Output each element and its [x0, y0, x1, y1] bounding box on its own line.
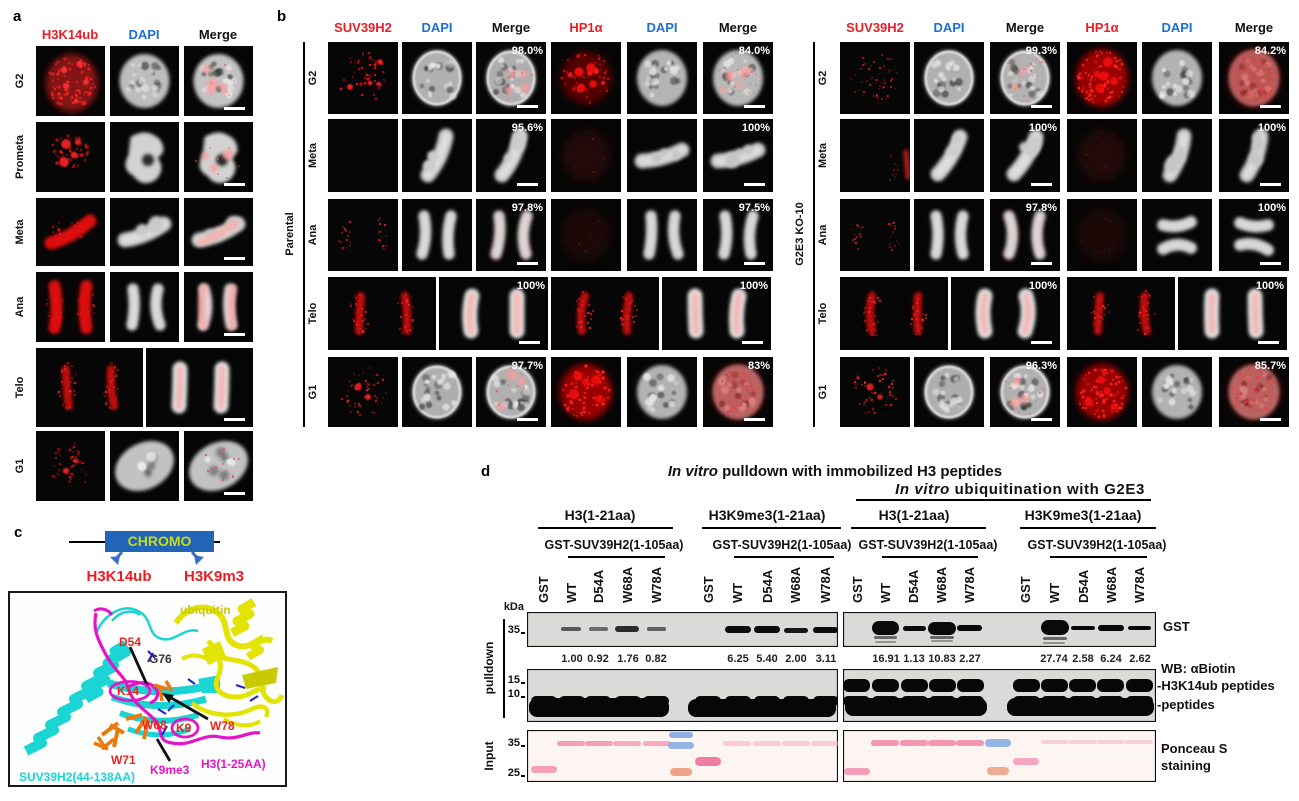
- svg-text:83%: 83%: [748, 360, 770, 372]
- svg-text:K9me3: K9me3: [150, 763, 190, 777]
- svg-text:K14: K14: [117, 684, 139, 698]
- svg-text:97.8%: 97.8%: [512, 202, 543, 214]
- svg-text:100%: 100%: [740, 280, 768, 292]
- svg-text:W71: W71: [111, 753, 136, 767]
- svg-text:96.3%: 96.3%: [1026, 360, 1057, 372]
- svg-text:100%: 100%: [1258, 122, 1286, 134]
- svg-text:SUV39H2(44-138AA): SUV39H2(44-138AA): [19, 770, 135, 784]
- svg-text:99.3%: 99.3%: [1026, 45, 1057, 57]
- svg-text:H3(1-25AA): H3(1-25AA): [201, 757, 266, 771]
- svg-text:100%: 100%: [742, 122, 770, 134]
- svg-text:97.7%: 97.7%: [512, 360, 543, 372]
- svg-text:100%: 100%: [517, 280, 545, 292]
- svg-text:W78: W78: [210, 719, 235, 733]
- svg-text:84.2%: 84.2%: [1255, 45, 1286, 57]
- svg-text:100%: 100%: [1029, 122, 1057, 134]
- svg-text:100%: 100%: [1258, 202, 1286, 214]
- svg-text:98.0%: 98.0%: [512, 45, 543, 57]
- svg-text:95.6%: 95.6%: [512, 122, 543, 134]
- svg-text:84.0%: 84.0%: [739, 45, 770, 57]
- svg-text:W68: W68: [142, 718, 167, 732]
- svg-text:100%: 100%: [1256, 280, 1284, 292]
- svg-text:85.7%: 85.7%: [1255, 360, 1286, 372]
- svg-text:100%: 100%: [1029, 280, 1057, 292]
- svg-text:ubiquitin: ubiquitin: [180, 603, 231, 617]
- svg-text:97.5%: 97.5%: [739, 202, 770, 214]
- svg-text:G76: G76: [149, 652, 172, 666]
- svg-text:D54: D54: [119, 635, 141, 649]
- svg-text:K9: K9: [176, 721, 192, 735]
- svg-text:97.8%: 97.8%: [1026, 202, 1057, 214]
